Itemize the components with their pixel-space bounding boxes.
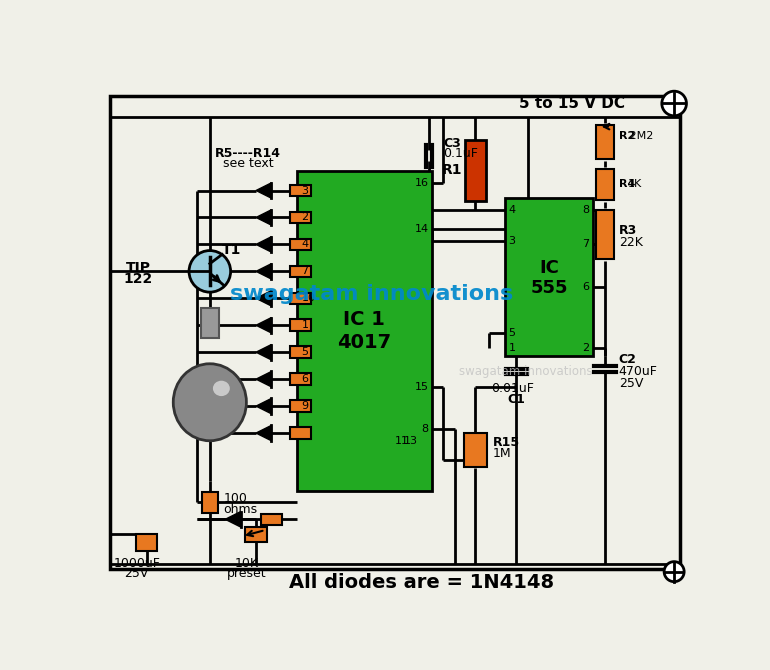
Bar [290,239,311,250]
Text: IC 1: IC 1 [343,310,385,329]
Text: 11: 11 [394,436,408,446]
Polygon shape [256,399,271,414]
Bar [290,265,311,277]
Text: 13: 13 [403,436,417,446]
Bar [296,172,431,491]
Bar [290,427,311,439]
Bar [290,401,311,412]
Polygon shape [256,210,271,225]
Bar [202,492,218,513]
Polygon shape [256,318,271,333]
Text: 5: 5 [508,328,516,338]
Bar [290,212,311,223]
Text: 25V: 25V [618,377,643,389]
Text: 122: 122 [124,272,152,286]
Text: R3: R3 [618,224,637,237]
Polygon shape [256,425,271,441]
Bar [260,513,282,525]
Text: 10: 10 [301,293,316,304]
Text: 4017: 4017 [337,333,391,352]
Bar [504,198,593,356]
Text: see text: see text [223,157,273,170]
Text: 555: 555 [531,279,567,297]
Text: 16: 16 [414,178,428,188]
Polygon shape [256,264,271,279]
Text: All diodes are = 1N4148: All diodes are = 1N4148 [289,573,554,592]
Text: 1: 1 [301,320,309,330]
Polygon shape [256,237,271,252]
Text: R15: R15 [493,436,520,449]
Bar [290,185,311,196]
Text: C1: C1 [507,393,525,405]
Text: 0.01uF: 0.01uF [491,382,534,395]
Text: 1: 1 [508,343,516,353]
Text: 22K: 22K [618,236,643,249]
Bar [595,169,614,200]
Text: 100: 100 [223,492,248,505]
Text: 5: 5 [301,347,309,357]
Bar [595,210,614,259]
Text: 6: 6 [582,282,590,291]
Text: 1000uF: 1000uF [113,557,160,570]
Bar [290,346,311,358]
Polygon shape [256,183,271,198]
Text: swagatam innovations: swagatam innovations [459,365,592,378]
Circle shape [189,251,231,292]
Polygon shape [226,512,240,527]
Text: 2: 2 [582,343,590,353]
Text: IC: IC [539,259,559,277]
Text: 470uF: 470uF [618,365,658,378]
Text: 15: 15 [414,382,428,392]
Text: R5----R14: R5----R14 [216,147,281,160]
Polygon shape [256,291,271,306]
Bar [290,293,311,304]
Circle shape [664,561,684,582]
Text: 10K: 10K [235,557,259,570]
Ellipse shape [213,381,229,396]
Text: 14: 14 [414,224,428,234]
Text: T1: T1 [222,243,241,257]
Text: 2: 2 [301,212,309,222]
Text: 0.1uF: 0.1uF [444,147,478,160]
Text: TIP: TIP [126,261,151,275]
Text: 8: 8 [582,205,590,215]
Polygon shape [256,344,271,360]
Polygon shape [256,371,271,387]
Ellipse shape [173,364,246,441]
Text: 3: 3 [508,236,516,246]
Text: 9: 9 [301,401,309,411]
Text: 7: 7 [582,239,590,249]
Text: 8: 8 [421,424,428,434]
Bar [290,373,311,385]
Text: R4: R4 [618,180,635,190]
Text: preset: preset [227,567,266,580]
Text: R1: R1 [442,163,463,178]
Bar [464,141,487,200]
Text: 6: 6 [301,374,309,384]
Bar [245,527,267,543]
Text: 7: 7 [301,267,309,276]
Text: 1K: 1K [628,180,642,190]
Text: R2: R2 [618,131,635,141]
Text: 4: 4 [508,205,516,215]
Text: C3: C3 [444,137,461,150]
Text: swagatam innovations: swagatam innovations [230,285,513,304]
Text: C2: C2 [618,353,637,366]
Text: ohms: ohms [223,502,258,516]
Text: 3: 3 [301,186,309,196]
Bar [464,433,487,468]
Circle shape [661,91,687,116]
Text: 5 to 15 V DC: 5 to 15 V DC [519,96,624,111]
Bar [290,320,311,331]
Bar [136,534,158,551]
Bar [595,125,614,159]
Text: 1M: 1M [493,448,511,460]
Text: 25V: 25V [125,567,149,580]
Text: 2M2: 2M2 [627,131,654,141]
Bar [200,308,219,338]
Text: 4: 4 [301,239,309,249]
